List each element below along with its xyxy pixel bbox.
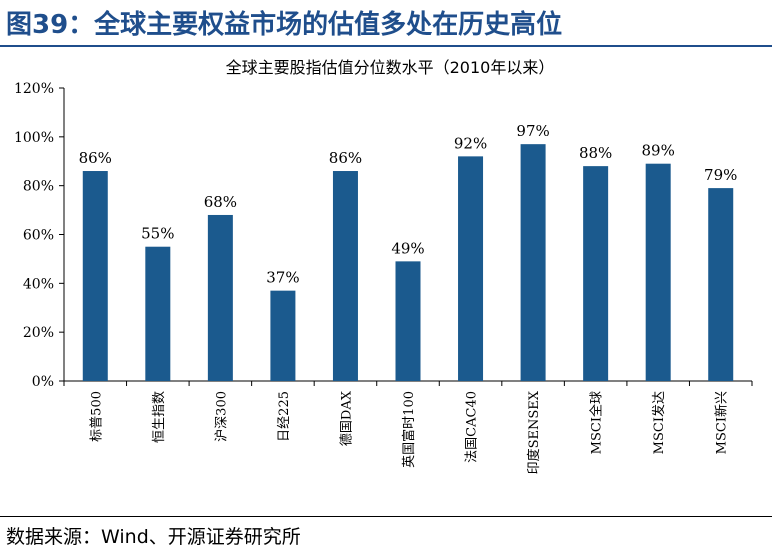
- x-tick-label: 英国富时100: [401, 391, 417, 468]
- bar: [82, 171, 108, 381]
- y-tick-label: 40%: [23, 276, 54, 292]
- figure-title: 图39：全球主要权益市场的估值多处在历史高位: [6, 10, 563, 40]
- data-label: 97%: [516, 122, 549, 140]
- y-tick-label: 120%: [14, 81, 54, 97]
- title-divider: [0, 45, 772, 47]
- data-label: 49%: [391, 239, 424, 257]
- x-tick-label: 德国DAX: [339, 390, 354, 446]
- data-label: 89%: [642, 142, 675, 160]
- x-tick-label: 日经225: [277, 391, 292, 442]
- bar: [145, 246, 171, 381]
- y-tick-label: 60%: [23, 228, 54, 244]
- data-label: 92%: [454, 134, 487, 152]
- x-tick-label: MSCI全球: [589, 391, 605, 454]
- x-tick-label: 沪深300: [213, 391, 229, 442]
- x-tick-label: MSCI新兴: [714, 391, 730, 454]
- y-tick-label: 20%: [23, 325, 54, 341]
- x-tick-label: 法国CAC40: [465, 391, 480, 463]
- bar: [520, 144, 546, 381]
- y-tick-label: 100%: [14, 130, 54, 146]
- source-note: 数据来源：Wind、开源证券研究所: [6, 526, 301, 548]
- x-tick-label: 恒生指数: [152, 391, 167, 443]
- data-label: 79%: [704, 166, 737, 184]
- bar-chart: 全球主要股指估值分位数水平（2010年以来） 86% 55% 68% 37% 86% 49…: [14, 58, 753, 474]
- x-tick-labels: 标普500 恒生指数 沪深300 日经225 德国DAX 英国富时100 法国CAC40 印度…: [89, 390, 729, 474]
- data-label: 86%: [329, 149, 362, 167]
- bar: [645, 163, 671, 381]
- x-tick-label: MSCI发达: [651, 391, 667, 454]
- bar: [708, 188, 734, 381]
- bar: [458, 156, 484, 381]
- y-tick-label: 80%: [23, 179, 54, 195]
- bar: [332, 171, 358, 381]
- bar: [395, 261, 421, 381]
- bar: [270, 290, 296, 381]
- x-tick-label: 印度SENSEX: [526, 390, 542, 474]
- chart-title: 全球主要股指估值分位数水平（2010年以来）: [226, 58, 555, 77]
- data-label: 68%: [204, 193, 237, 211]
- data-label: 86%: [79, 149, 112, 167]
- bars: [82, 144, 734, 381]
- data-label: 88%: [579, 144, 612, 162]
- footer-divider: [0, 516, 772, 517]
- y-tick-labels: 0% 20% 40% 60% 80% 100% 120%: [14, 81, 54, 390]
- bar: [583, 166, 609, 381]
- y-tick-label: 0%: [32, 374, 54, 390]
- x-tick-label: 标普500: [89, 391, 104, 442]
- bar: [207, 214, 233, 381]
- data-labels: 86% 55% 68% 37% 86% 49% 92% 97% 88% 89% 79%: [79, 122, 738, 287]
- data-label: 37%: [266, 269, 299, 287]
- data-label: 55%: [141, 225, 174, 243]
